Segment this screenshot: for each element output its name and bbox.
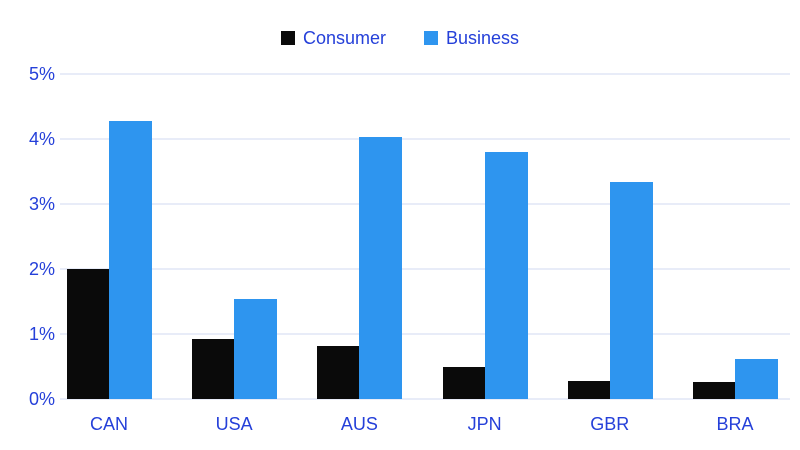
- bar-can-consumer[interactable]: [67, 269, 110, 399]
- x-axis-tick-label-usa: USA: [215, 414, 253, 434]
- y-axis-tick-label: 4%: [28, 129, 55, 149]
- legend-label-business: Business: [445, 28, 520, 48]
- x-axis-tick-label-jpn: JPN: [467, 414, 502, 434]
- x-axis-tick-label-aus: AUS: [340, 414, 378, 434]
- y-axis-tick-label: 3%: [28, 194, 55, 214]
- bar-gbr-business[interactable]: [609, 181, 653, 399]
- bar-bra-business[interactable]: [735, 358, 778, 399]
- gridline-5%: [60, 73, 790, 75]
- bar-can-business[interactable]: [109, 120, 152, 399]
- bar-aus-consumer[interactable]: [317, 345, 361, 399]
- legend-item-consumer[interactable]: Consumer: [280, 28, 386, 48]
- x-axis-tick-label-gbr: GBR: [590, 414, 630, 434]
- chart-legend: Consumer Business: [0, 29, 800, 47]
- y-axis-tick-label: 1%: [28, 324, 55, 344]
- business-swatch-icon: [423, 31, 438, 45]
- bar-gbr-consumer[interactable]: [567, 380, 611, 399]
- gridline-3%: [60, 203, 790, 205]
- consumer-swatch-icon: [280, 31, 295, 45]
- bar-bra-consumer[interactable]: [693, 382, 736, 399]
- bar-usa-business[interactable]: [234, 298, 278, 399]
- gridline-4%: [60, 138, 790, 140]
- legend-label-consumer: Consumer: [302, 28, 386, 48]
- x-axis-tick-label-can: CAN: [89, 414, 128, 434]
- gridline-2%: [60, 268, 790, 270]
- y-axis-tick-label: 0%: [28, 389, 55, 409]
- legend-item-business[interactable]: Business: [423, 28, 520, 48]
- x-axis-tick-label-bra: BRA: [716, 414, 754, 434]
- y-axis-tick-label: 5%: [28, 64, 55, 84]
- gridline-0%: [60, 398, 790, 400]
- bar-aus-business[interactable]: [359, 137, 403, 399]
- gridline-1%: [60, 333, 790, 335]
- bar-usa-consumer[interactable]: [192, 339, 236, 399]
- bar-jpn-consumer[interactable]: [442, 366, 486, 399]
- bar-jpn-business[interactable]: [484, 152, 528, 399]
- y-axis-tick-label: 2%: [28, 259, 55, 279]
